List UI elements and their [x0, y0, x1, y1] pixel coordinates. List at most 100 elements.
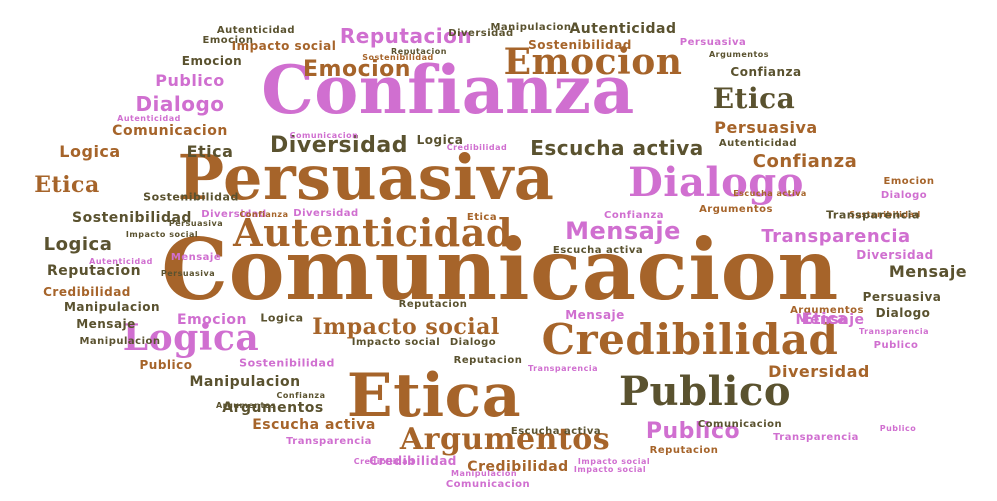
word-persuasiva: Persuasiva	[160, 269, 216, 278]
word-dialogo: Dialogo	[135, 92, 225, 116]
word-mensaje: Mensaje	[888, 262, 968, 281]
word-confianza: Confianza	[730, 65, 802, 79]
word-impacto-social: Impacto social	[231, 39, 337, 53]
word-credibilidad: Credibilidad	[353, 457, 415, 466]
word-logica: Logica	[122, 317, 260, 359]
word-confianza: Confianza	[276, 391, 326, 400]
word-impacto-social: Impacto social	[573, 465, 647, 474]
word-etica: Etica	[466, 212, 498, 223]
word-persuasiva: Persuasiva	[714, 118, 818, 137]
word-impacto-social: Impacto social	[125, 230, 199, 239]
word-reputacion: Reputacion	[453, 355, 523, 366]
word-reputacion: Reputacion	[649, 445, 719, 456]
word-emocion: Emocion	[181, 54, 243, 68]
word-publico: Publico	[879, 424, 917, 433]
word-persuasiva: Persuasiva	[168, 219, 224, 228]
word-persuasiva: Persuasiva	[679, 37, 747, 48]
word-emocion: Emocion	[883, 176, 935, 187]
word-sostenibilidad: Sostenibilidad	[239, 356, 335, 370]
word-sostenibilidad: Sostenibilidad	[362, 53, 434, 62]
word-etica: Etica	[34, 172, 100, 198]
word-logica: Logica	[416, 133, 464, 147]
word-sostenibilidad: Sostenibilidad	[72, 210, 192, 226]
word-escucha-activa: Escucha activa	[552, 245, 644, 256]
word-logica: Logica	[260, 311, 304, 325]
word-transparencia: Transparencia	[826, 208, 920, 222]
word-credibilidad: Credibilidad	[369, 454, 457, 468]
word-diversidad: Diversidad	[768, 362, 870, 381]
word-mensaje: Mensaje	[565, 217, 681, 245]
word-diversidad: Diversidad	[201, 209, 267, 220]
word-argumentos: Argumentos	[790, 305, 864, 316]
word-publico: Publico	[155, 71, 225, 90]
word-credibilidad: Credibilidad	[541, 315, 839, 364]
word-credibilidad: Credibilidad	[43, 285, 131, 299]
word-logica: Logica	[59, 142, 121, 161]
word-diversidad: Diversidad	[293, 208, 359, 219]
word-transparencia: Transparencia	[761, 226, 911, 247]
word-argumentos: Argumentos	[399, 422, 611, 457]
word-manipulacion: Manipulacion	[450, 469, 518, 478]
word-logica: Logica	[43, 234, 113, 255]
word-escucha-activa: Escucha activa	[510, 426, 602, 437]
word-transparencia: Transparencia	[528, 364, 598, 373]
word-sostenibilidad: Sostenibilidad	[143, 190, 239, 204]
word-reputacion: Reputacion	[391, 47, 447, 56]
word-mensaje: Mensaje	[170, 252, 222, 263]
word-publico: Publico	[139, 358, 193, 372]
word-emocion: Emocion	[303, 57, 411, 82]
word-dialogo: Dialogo	[628, 159, 804, 206]
word-argumentos: Argumentos	[222, 400, 324, 416]
word-escucha-activa: Escucha activa	[530, 136, 704, 160]
word-escucha-activa: Escucha activa	[733, 189, 807, 198]
word-comunicacion: Comunicacion	[161, 220, 839, 319]
word-etica: Etica	[346, 361, 522, 431]
word-argumentos: Argumentos	[699, 204, 773, 215]
word-emocion: Emocion	[202, 35, 254, 46]
word-confianza: Confianza	[603, 210, 665, 221]
word-etica: Etica	[186, 142, 234, 161]
word-diversidad: Diversidad	[448, 28, 514, 39]
word-confianza: Confianza	[239, 210, 289, 219]
word-manipulacion: Manipulacion	[490, 22, 572, 33]
word-comunicacion: Comunicacion	[697, 419, 783, 430]
word-reputacion: Reputacion	[339, 24, 473, 48]
word-escucha-activa: Escucha activa	[252, 417, 376, 433]
word-impacto-social: Impacto social	[312, 314, 500, 340]
word-comunicacion: Comunicacion	[112, 123, 228, 139]
word-emocion: Emocion	[503, 41, 683, 83]
word-manipulacion: Manipulacion	[79, 336, 161, 347]
word-publico: Publico	[645, 419, 741, 444]
word-persuasiva: Persuasiva	[177, 141, 555, 214]
word-autenticidad: Autenticidad	[216, 25, 296, 36]
word-dialogo: Dialogo	[875, 306, 931, 320]
word-manipulacion: Manipulacion	[63, 300, 161, 314]
word-comunicacion: Comunicacion	[289, 131, 359, 140]
word-autenticidad: Autenticidad	[233, 210, 513, 255]
word-sostenibilidad: Sostenibilidad	[849, 210, 921, 219]
word-comunicacion: Comunicacion	[445, 479, 531, 490]
word-manipulacion: Manipulacion	[189, 374, 301, 390]
word-etica: Etica	[712, 82, 796, 115]
word-diversidad: Diversidad	[856, 248, 934, 262]
word-argumentos: Argumentos	[215, 401, 277, 410]
word-transparencia: Transparencia	[286, 436, 372, 447]
word-transparencia: Transparencia	[859, 327, 929, 336]
word-sostenibilidad: Sostenibilidad	[528, 38, 632, 52]
word-autenticidad: Autenticidad	[89, 257, 153, 266]
word-confianza: Confianza	[752, 151, 858, 172]
word-persuasiva: Persuasiva	[862, 290, 942, 304]
word-credibilidad: Credibilidad	[446, 143, 508, 152]
word-reputacion: Reputacion	[46, 263, 142, 279]
word-mensaje: Mensaje	[795, 312, 865, 328]
word-autenticidad: Autenticidad	[569, 21, 677, 37]
word-emocion: Emocion	[177, 312, 247, 328]
word-reputacion: Reputacion	[398, 299, 468, 310]
word-publico: Publico	[873, 340, 919, 351]
word-mensaje: Mensaje	[565, 308, 625, 322]
word-confianza: Confianza	[261, 51, 635, 129]
word-autenticidad: Autenticidad	[117, 114, 181, 123]
word-impacto-social: Impacto social	[577, 457, 651, 466]
word-transparencia: Transparencia	[773, 432, 859, 443]
